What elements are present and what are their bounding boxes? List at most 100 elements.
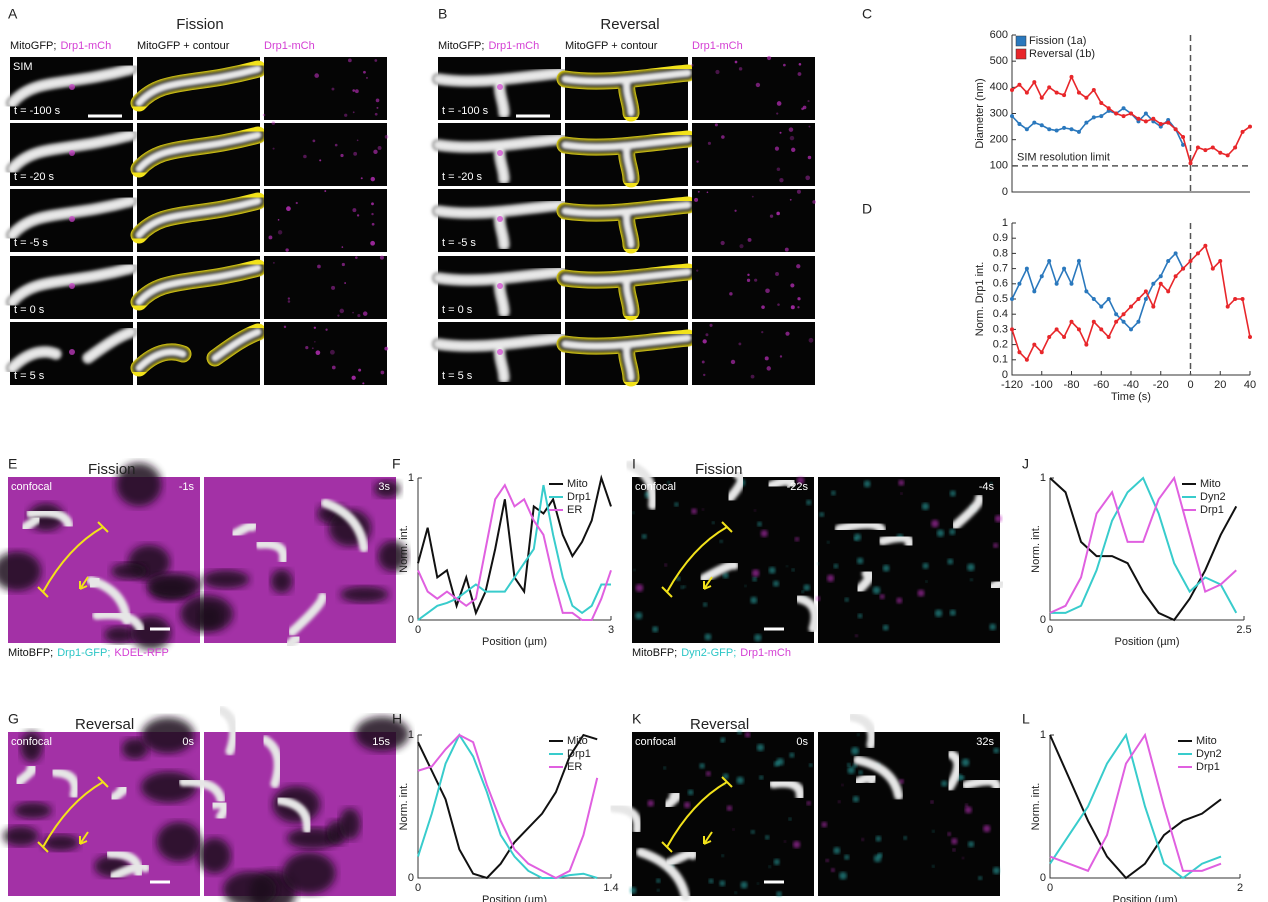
series-marker bbox=[1032, 121, 1036, 125]
drp1-speckle bbox=[785, 332, 789, 336]
y-tick-label: 300 bbox=[990, 107, 1008, 119]
speckle bbox=[900, 492, 902, 494]
speckle bbox=[684, 802, 690, 808]
series-marker bbox=[1107, 297, 1111, 301]
drp1-speckle bbox=[288, 300, 291, 303]
y-axis-label: Norm. int. bbox=[1030, 525, 1042, 573]
drp1-speckle bbox=[358, 369, 361, 372]
micrograph bbox=[137, 57, 260, 120]
series-marker bbox=[1203, 148, 1207, 152]
speckle bbox=[663, 766, 666, 769]
series-marker bbox=[1010, 114, 1014, 118]
drp1-speckle bbox=[756, 83, 760, 87]
figure: AFissionMitoGFP;Drp1-mChMitoGFP + contou… bbox=[0, 0, 1268, 902]
series-marker bbox=[1099, 305, 1103, 309]
drp1-speckle bbox=[739, 67, 742, 70]
micrograph bbox=[692, 256, 815, 319]
image-background bbox=[818, 732, 1000, 896]
drp1-speckle bbox=[747, 279, 750, 282]
speckle bbox=[995, 515, 1002, 522]
drp1-speckle bbox=[791, 148, 795, 152]
drp1-speckle bbox=[708, 142, 711, 145]
image-background bbox=[264, 189, 387, 252]
modality-label: SIM bbox=[13, 61, 33, 73]
series-marker bbox=[1025, 267, 1029, 271]
speckle bbox=[857, 733, 859, 735]
speckle bbox=[817, 562, 819, 564]
series-marker bbox=[1017, 122, 1021, 126]
y-tick-label: 100 bbox=[990, 160, 1008, 172]
speckle bbox=[732, 828, 734, 830]
time-label: t = -20 s bbox=[442, 171, 483, 183]
er-gap bbox=[111, 563, 147, 580]
drp1-speckle bbox=[370, 241, 375, 246]
speckle bbox=[684, 586, 686, 588]
caption: MitoBFP;Drp1-GFP;KDEL-RFP bbox=[8, 647, 169, 659]
speckle bbox=[809, 763, 813, 767]
speckle bbox=[937, 530, 944, 537]
series-marker bbox=[1144, 289, 1148, 293]
speckle bbox=[759, 775, 763, 779]
drp1-speckle bbox=[263, 114, 266, 117]
drp1-speckle bbox=[791, 305, 795, 309]
time-label: t = 0 s bbox=[442, 304, 473, 316]
speckle bbox=[947, 559, 953, 565]
caption: MitoBFP;Dyn2-GFP;Drp1-mCh bbox=[632, 647, 791, 659]
y-axis-label: Norm. Drp1 int. bbox=[974, 262, 986, 337]
time-label: t = 5 s bbox=[442, 370, 473, 382]
column-header: MitoGFP + contour bbox=[565, 40, 658, 52]
image-background bbox=[264, 322, 387, 385]
speckle bbox=[930, 801, 933, 804]
y-tick-label: 0 bbox=[408, 614, 414, 626]
drp1-speckle bbox=[809, 126, 811, 128]
drp1-speckle bbox=[715, 70, 719, 74]
speckle bbox=[712, 521, 715, 524]
column-header-part: MitoGFP + contour bbox=[137, 40, 230, 52]
drp1-speckle bbox=[799, 63, 802, 66]
drp1-speckle bbox=[721, 241, 725, 245]
speckle bbox=[719, 880, 725, 886]
drp1-speckle bbox=[715, 123, 718, 126]
micrograph bbox=[818, 717, 1000, 896]
drp1-speckle bbox=[776, 112, 778, 114]
x-axis-label: Position (µm) bbox=[482, 636, 547, 648]
speckle bbox=[947, 832, 951, 836]
drp1-speckle bbox=[777, 101, 782, 106]
speckle bbox=[951, 838, 957, 844]
drp1-speckle bbox=[353, 152, 357, 156]
speckle bbox=[949, 529, 955, 535]
micrograph bbox=[137, 256, 260, 319]
speckle bbox=[827, 541, 829, 543]
caption-part: MitoBFP; bbox=[8, 647, 53, 659]
drp1-speckle bbox=[340, 309, 345, 314]
speckle bbox=[857, 558, 863, 564]
y-tick-label: 500 bbox=[990, 55, 1008, 67]
series-marker bbox=[1099, 101, 1103, 105]
series-marker bbox=[1114, 112, 1118, 116]
speckle bbox=[898, 480, 904, 486]
drp1-speckle bbox=[707, 191, 709, 193]
time-label: t = -5 s bbox=[442, 237, 476, 249]
speckle bbox=[789, 818, 792, 821]
speckle bbox=[741, 882, 748, 889]
micrograph bbox=[137, 123, 260, 186]
drp1-spot bbox=[69, 216, 75, 222]
speckle bbox=[691, 508, 697, 514]
speckle bbox=[932, 865, 935, 868]
drp1-speckle bbox=[335, 144, 338, 147]
speckle bbox=[757, 882, 759, 884]
speckle bbox=[793, 841, 800, 848]
panel-title: Fission bbox=[695, 461, 743, 478]
drp1-speckle bbox=[808, 156, 811, 159]
speckle bbox=[652, 626, 658, 632]
series-marker bbox=[1010, 88, 1014, 92]
drp1-speckle bbox=[805, 175, 810, 180]
y-tick-label: 0.3 bbox=[993, 323, 1008, 335]
series-line bbox=[1012, 108, 1183, 145]
er-gap bbox=[157, 822, 202, 862]
y-tick-label: 1 bbox=[408, 472, 414, 484]
micrograph bbox=[692, 189, 816, 252]
micrograph bbox=[264, 189, 387, 252]
series-marker bbox=[1114, 312, 1118, 316]
y-axis-label: Norm. int. bbox=[398, 525, 410, 573]
